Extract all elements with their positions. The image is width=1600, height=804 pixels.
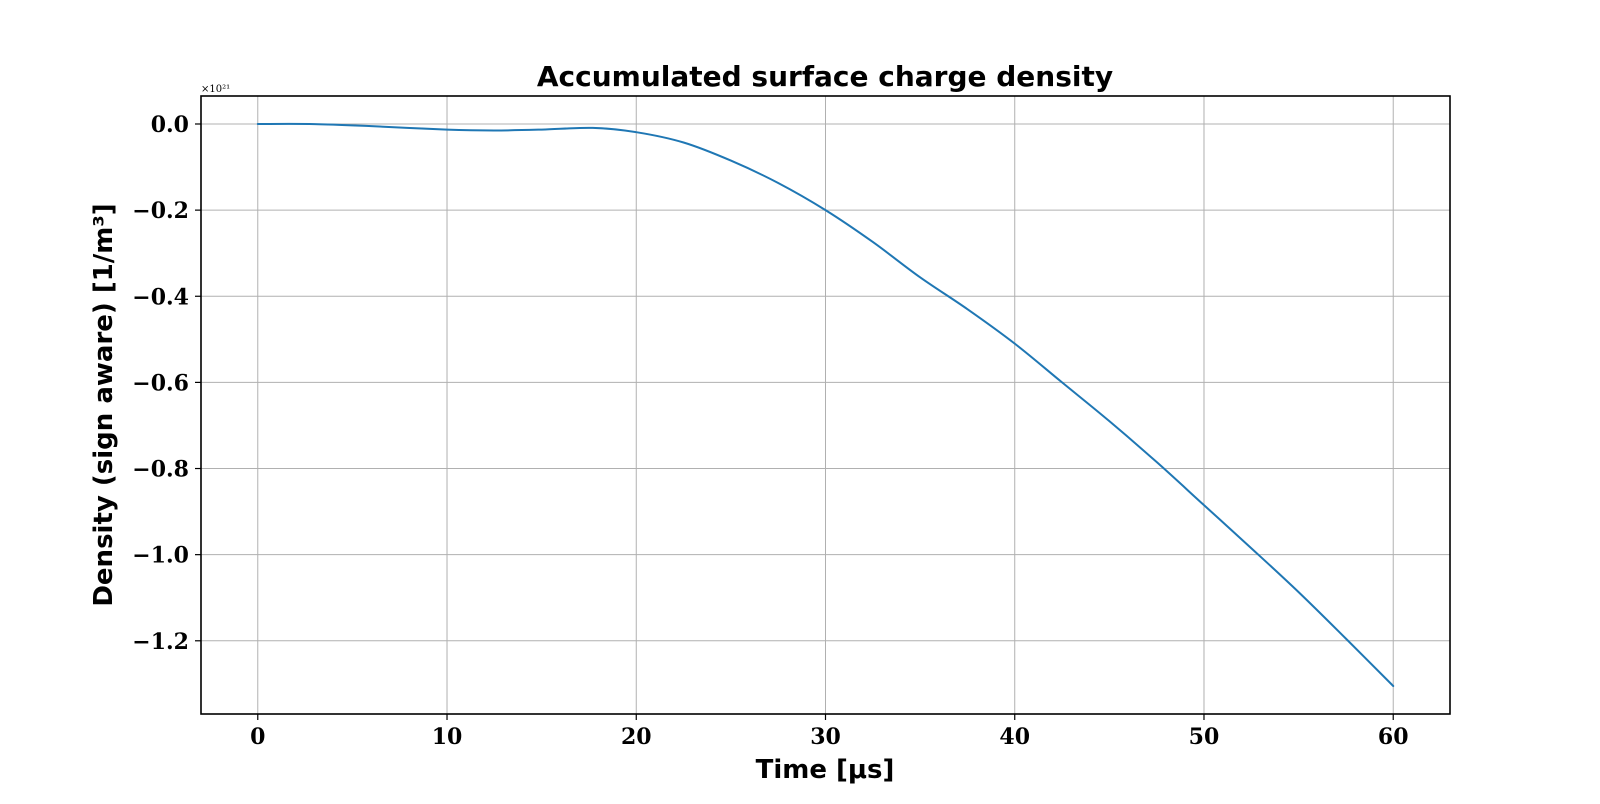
x-tick-label: 10 (432, 724, 463, 750)
y-tick-label: −0.8 (132, 457, 189, 483)
y-tick-label: −0.4 (132, 284, 189, 310)
y-tick-label: −0.2 (132, 198, 189, 224)
chart-title: Accumulated surface charge density (537, 60, 1113, 93)
x-axis-label: Time [μs] (756, 755, 895, 785)
x-tick-label: 30 (810, 724, 841, 750)
y-tick-label: −1.0 (132, 543, 189, 569)
grid-lines (201, 96, 1450, 714)
y-tick-label: 0.0 (151, 112, 189, 138)
series-layer (256, 122, 1395, 688)
series-line (256, 122, 1395, 688)
ticks: 0 10 20 30 40 50 60 0.0 −0.2 −0.4 −0.6 −0.8 −1.0 −1.2 (132, 112, 1408, 750)
x-tick-label: 40 (999, 724, 1030, 750)
x-tick-label: 60 (1378, 724, 1409, 750)
y-axis-label: Density (sign aware) [1/m³] (89, 203, 119, 606)
y-tick-label: −0.6 (132, 370, 189, 396)
y-tick-label: −1.2 (132, 629, 189, 655)
x-tick-label: 0 (250, 724, 265, 750)
y-axis-multiplier: ×10²¹ (201, 84, 230, 95)
x-tick-label: 20 (621, 724, 652, 750)
x-tick-label: 50 (1189, 724, 1220, 750)
